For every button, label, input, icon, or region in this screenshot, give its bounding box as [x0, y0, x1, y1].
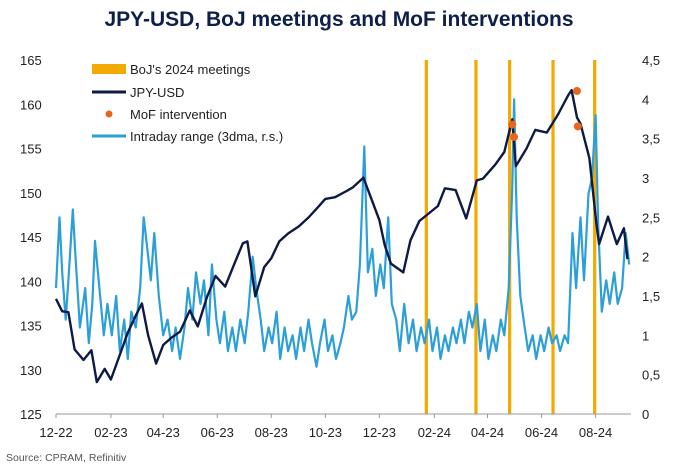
chart-title: JPY-USD, BoJ meetings and MoF interventi…: [104, 8, 574, 31]
boj-meeting-bar: [551, 60, 555, 414]
mof-intervention-point: [573, 122, 582, 131]
jpy-usd-line: [54, 88, 629, 384]
x-tick-label: 02-23: [94, 425, 127, 440]
intraday-range-series: [54, 98, 631, 368]
y-left-tick-label: 125: [20, 407, 42, 422]
legend-label-jpy: JPY-USD: [130, 85, 184, 100]
x-tick-label: 12-23: [363, 425, 396, 440]
x-tick-label: 06-23: [201, 425, 234, 440]
chart-legend: BoJ's 2024 meetings JPY-USD MoF interventi…: [92, 62, 283, 144]
y-left-tick-label: 130: [20, 363, 42, 378]
x-tick-label: 02-24: [418, 425, 451, 440]
y-right-tick-label: 3,5: [642, 132, 660, 147]
x-tick-label: 10-23: [309, 425, 342, 440]
intraday-range-line: [54, 98, 631, 368]
legend-label-mof: MoF intervention: [130, 107, 227, 122]
y-left-tick-label: 145: [20, 230, 42, 245]
legend-label-range: Intraday range (3dma, r.s.): [130, 129, 283, 144]
y-right-tick-label: 4: [642, 92, 649, 107]
y-left-tick-label: 165: [20, 53, 42, 68]
y-right-tick-label: 2: [642, 250, 649, 265]
y-right-tick-label: 3: [642, 171, 649, 186]
jpy-usd-series: [54, 88, 629, 384]
legend-label-boj: BoJ's 2024 meetings: [130, 62, 251, 77]
x-tick-label: 06-24: [525, 425, 558, 440]
y-left-tick-label: 155: [20, 142, 42, 157]
chart-axes: 125 130 135 140 145 150 155 160 165 0 0,5 1 1,5 2 2,5 3…: [20, 53, 660, 440]
y-right-tick-label: 0: [642, 407, 649, 422]
y-left-tick-label: 140: [20, 274, 42, 289]
boj-meeting-bar: [424, 60, 428, 414]
legend-swatch-boj: [92, 64, 126, 74]
mof-intervention-point: [508, 120, 517, 129]
mof-intervention-point: [572, 86, 581, 95]
x-tick-label: 04-24: [471, 425, 504, 440]
y-left-tick-label: 150: [20, 186, 42, 201]
x-tick-label: 12-22: [39, 425, 72, 440]
y-left-tick-label: 160: [20, 97, 42, 112]
mof-intervention-points: [508, 86, 582, 141]
x-tick-label: 08-23: [255, 425, 288, 440]
boj-meeting-bar: [474, 60, 478, 414]
y-right-tick-label: 2,5: [642, 210, 660, 225]
y-left-tick-label: 135: [20, 319, 42, 334]
y-right-tick-label: 4,5: [642, 53, 660, 68]
y-right-tick-label: 1,5: [642, 289, 660, 304]
mof-intervention-point: [510, 132, 519, 141]
y-right-tick-label: 1: [642, 328, 649, 343]
y-right-tick-label: 0,5: [642, 368, 660, 383]
x-tick-label: 04-23: [147, 425, 180, 440]
boj-meeting-bar: [593, 60, 597, 414]
legend-swatch-mof: [105, 110, 113, 118]
source-note: Source: CPRAM, Refinitiv: [6, 452, 127, 464]
x-tick-label: 08-24: [579, 425, 612, 440]
